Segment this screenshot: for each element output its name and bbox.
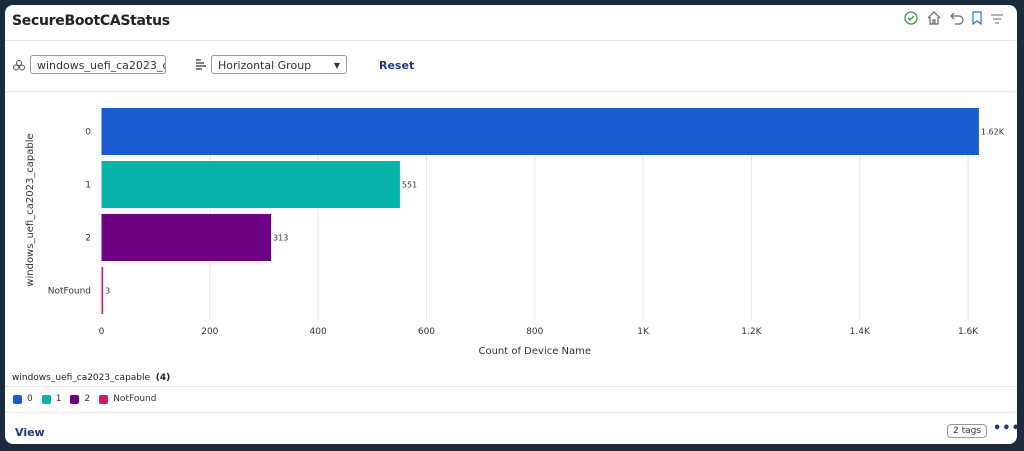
legend-swatch — [70, 394, 80, 404]
home-icon[interactable] — [926, 10, 942, 26]
group-select[interactable]: Horizontal Group ▼ — [211, 55, 347, 74]
bar-2 — [101, 214, 272, 261]
legend-item-0[interactable]: 0 — [13, 394, 33, 404]
legend-item-NotFound[interactable]: NotFound — [99, 394, 156, 404]
data-label: 313 — [273, 234, 288, 243]
legend-count: (4) — [155, 373, 171, 383]
legend-swatch — [41, 394, 51, 404]
x-tick-label: 1.2K — [741, 327, 762, 337]
chevron-down-icon: ▼ — [333, 61, 340, 70]
reset-button[interactable]: Reset — [379, 59, 415, 72]
x-tick-label: 1.6K — [958, 327, 979, 337]
data-label: 551 — [402, 181, 417, 190]
divider — [5, 386, 1017, 387]
tags-badge[interactable]: 2 tags — [947, 424, 988, 438]
x-tick-label: 200 — [201, 327, 218, 337]
legend-item-1[interactable]: 1 — [41, 394, 62, 404]
legend-label: 1 — [55, 394, 62, 404]
bookmark-icon[interactable] — [972, 10, 982, 26]
divider — [5, 91, 1017, 92]
x-tick-label: 0 — [99, 327, 105, 337]
check-circle-icon[interactable] — [903, 10, 919, 26]
more-options-icon[interactable]: ••• — [993, 421, 1017, 436]
bar-0 — [101, 108, 979, 155]
legend-label: 0 — [27, 394, 33, 404]
legend: 0 1 2 NotFound — [13, 394, 156, 404]
undo-icon[interactable] — [949, 10, 965, 26]
legend-swatch — [99, 394, 109, 404]
field-icon — [13, 56, 25, 75]
x-tick-label: 1K — [637, 327, 650, 337]
x-axis-label: Count of Device Name — [478, 346, 591, 357]
y-tick-label: 0 — [85, 128, 91, 138]
legend-label: NotFound — [113, 394, 157, 404]
y-tick-label: 2 — [85, 234, 91, 244]
divider — [5, 412, 1017, 413]
x-tick-label: 800 — [526, 327, 543, 337]
widget-panel: SecureBootCAStatus windows_uefi_ca2023_c… — [5, 5, 1017, 444]
group-icon — [196, 56, 206, 75]
header-toolbar — [903, 10, 1005, 26]
legend-item-2[interactable]: 2 — [70, 394, 90, 404]
group-select-value: Horizontal Group — [218, 59, 312, 72]
y-tick-label: NotFound — [48, 287, 91, 297]
legend-title: windows_uefi_ca2023_capable (4) — [12, 373, 170, 383]
data-label: 3 — [105, 287, 110, 296]
y-axis-label: windows_uefi_ca2023_capable — [25, 133, 36, 286]
x-tick-label: 400 — [310, 327, 327, 337]
bar-chart: 0 200 400 600 800 1K 1.2K 1.4K 1.6K 1.62K 0 551 1 313… — [25, 108, 1005, 357]
x-tick-label: 1.4K — [850, 327, 871, 337]
widget-title: SecureBootCAStatus — [12, 13, 170, 29]
legend-label: 2 — [84, 394, 91, 404]
legend-title-text: windows_uefi_ca2023_capable — [12, 373, 151, 383]
divider — [5, 40, 1017, 41]
filter-icon[interactable] — [989, 10, 1005, 26]
x-tick-label: 600 — [418, 327, 435, 337]
y-tick-label: 1 — [85, 181, 91, 191]
legend-swatch — [13, 394, 22, 404]
bar-NotFound — [101, 267, 104, 314]
view-link[interactable]: View — [15, 426, 45, 439]
field-input[interactable]: windows_uefi_ca2023_ca — [30, 55, 166, 74]
data-label: 1.62K — [981, 128, 1005, 137]
bar-1 — [101, 161, 400, 208]
